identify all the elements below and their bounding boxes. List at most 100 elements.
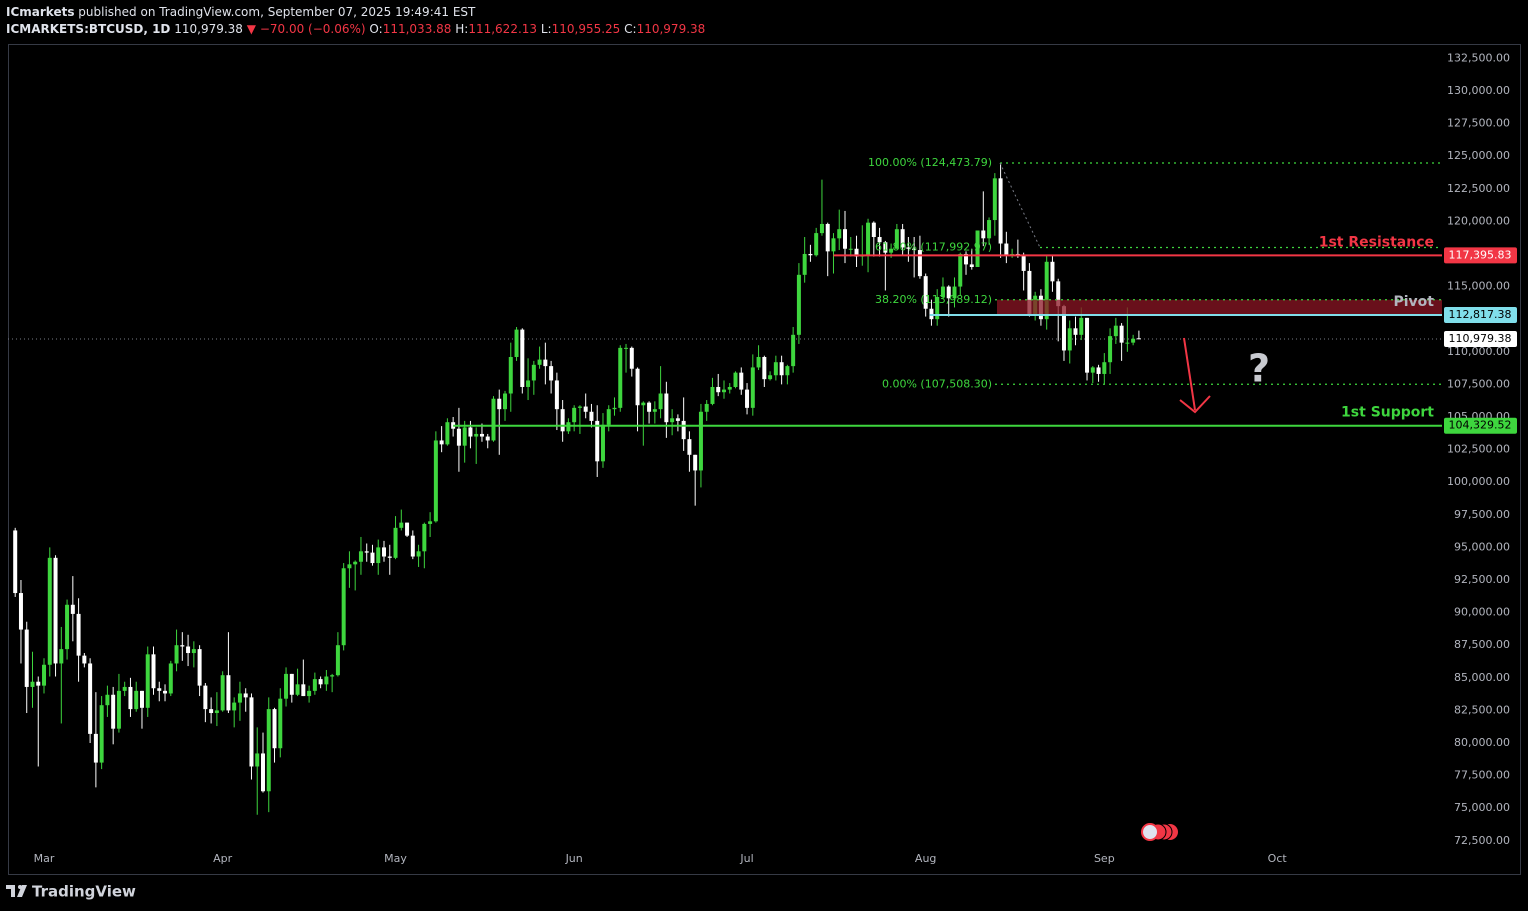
price-tag-label: 112,817.38 bbox=[1449, 308, 1512, 321]
candle-body bbox=[226, 675, 231, 711]
candle-body bbox=[295, 684, 300, 695]
y-tick-label: 130,000.00 bbox=[1447, 84, 1510, 97]
candle-body bbox=[168, 663, 173, 694]
candle-body bbox=[318, 679, 323, 685]
candle-body bbox=[814, 233, 819, 256]
candle-body bbox=[964, 253, 969, 265]
candle-body bbox=[30, 681, 35, 687]
candle-body bbox=[606, 409, 611, 425]
candle-body bbox=[819, 223, 824, 234]
candle-body bbox=[111, 694, 116, 729]
candle-body bbox=[1131, 338, 1136, 343]
candle-body bbox=[681, 420, 686, 440]
last-price-tag bbox=[1444, 331, 1517, 348]
x-tick-label: Apr bbox=[213, 852, 233, 865]
candle-body bbox=[128, 686, 133, 710]
brand-name: TradingView bbox=[32, 883, 136, 901]
y-tick-label: 77,500.00 bbox=[1454, 769, 1510, 782]
candle-body bbox=[301, 684, 306, 697]
y-tick-label: 95,000.00 bbox=[1454, 540, 1510, 553]
candle-body bbox=[572, 407, 577, 423]
x-tick-label: Oct bbox=[1268, 852, 1288, 865]
candle-body bbox=[278, 698, 283, 749]
candle-body bbox=[358, 551, 363, 562]
candle-body bbox=[998, 178, 1003, 244]
candle-body bbox=[307, 690, 312, 697]
candle-body bbox=[796, 274, 801, 335]
candle-body bbox=[929, 308, 934, 320]
level-name: 1st Support bbox=[1341, 405, 1434, 421]
candle-body bbox=[906, 247, 911, 249]
candle-body bbox=[134, 690, 139, 710]
candle-body bbox=[1073, 328, 1078, 335]
y-tick-label: 127,500.00 bbox=[1447, 117, 1510, 130]
candle-body bbox=[330, 675, 335, 677]
x-tick-label: Sep bbox=[1094, 852, 1115, 865]
candle-body bbox=[624, 347, 629, 349]
x-tick-label: Aug bbox=[915, 852, 936, 865]
candle-body bbox=[848, 248, 853, 250]
candle-body bbox=[969, 264, 974, 268]
candle-body bbox=[1067, 328, 1072, 351]
candle-body bbox=[658, 393, 663, 410]
candle-body bbox=[163, 690, 168, 694]
candle-body bbox=[1119, 325, 1124, 343]
candle-body bbox=[36, 681, 41, 686]
candle-body bbox=[577, 406, 582, 408]
candle-body bbox=[65, 604, 70, 650]
candle-body bbox=[992, 178, 997, 221]
candle-body bbox=[284, 673, 289, 699]
candle-body bbox=[785, 366, 790, 376]
candle-body bbox=[232, 702, 237, 711]
candle-body bbox=[272, 709, 277, 749]
candle-body bbox=[952, 286, 957, 299]
candle-body bbox=[376, 547, 381, 564]
candle-body bbox=[889, 248, 894, 253]
pivot-zone bbox=[997, 299, 1442, 316]
candle-body bbox=[353, 561, 358, 565]
candle-body bbox=[456, 428, 461, 446]
candle-body bbox=[393, 527, 398, 558]
candle-body bbox=[410, 535, 415, 557]
candle-body bbox=[428, 521, 433, 524]
candle-body bbox=[802, 253, 807, 275]
symbol: ICMARKETS:BTCUSD, 1D bbox=[6, 22, 170, 36]
level-name: 1st Resistance bbox=[1319, 234, 1434, 250]
brand-logo: TradingView bbox=[6, 883, 136, 901]
candle-body bbox=[900, 229, 905, 248]
candle-body bbox=[341, 568, 346, 646]
candle-body bbox=[260, 753, 265, 792]
candle-body bbox=[733, 372, 738, 387]
chart-frame bbox=[8, 44, 1521, 875]
y-tick-label: 90,000.00 bbox=[1454, 606, 1510, 619]
candle-body bbox=[825, 223, 830, 252]
candle-body bbox=[1044, 261, 1049, 320]
y-tick-label: 115,000.00 bbox=[1447, 280, 1510, 293]
candle-body bbox=[987, 220, 992, 239]
candle-body bbox=[382, 547, 387, 557]
fib-label: 61.80% (117,992.97) bbox=[875, 241, 992, 254]
close-label: C: bbox=[624, 22, 636, 36]
candle-body bbox=[209, 709, 214, 714]
candle-body bbox=[531, 364, 536, 381]
candle-body bbox=[589, 411, 594, 421]
candle-body bbox=[1136, 338, 1141, 340]
candle-body bbox=[975, 230, 980, 268]
y-tick-label: 87,500.00 bbox=[1454, 638, 1510, 651]
candle-body bbox=[917, 250, 922, 277]
change: ▼ −70.00 (−0.06%) bbox=[247, 22, 366, 36]
candle-body bbox=[762, 356, 767, 380]
candle-body bbox=[600, 424, 605, 462]
candle-body bbox=[387, 556, 392, 558]
candle-body bbox=[721, 389, 726, 393]
candle-body bbox=[174, 645, 179, 664]
candle-body bbox=[652, 409, 657, 412]
candle-body bbox=[595, 420, 600, 462]
candle-body bbox=[687, 439, 692, 455]
candle-body bbox=[664, 393, 669, 423]
candle-body bbox=[93, 733, 98, 763]
candle-body bbox=[756, 356, 761, 368]
candle-body bbox=[214, 710, 219, 714]
